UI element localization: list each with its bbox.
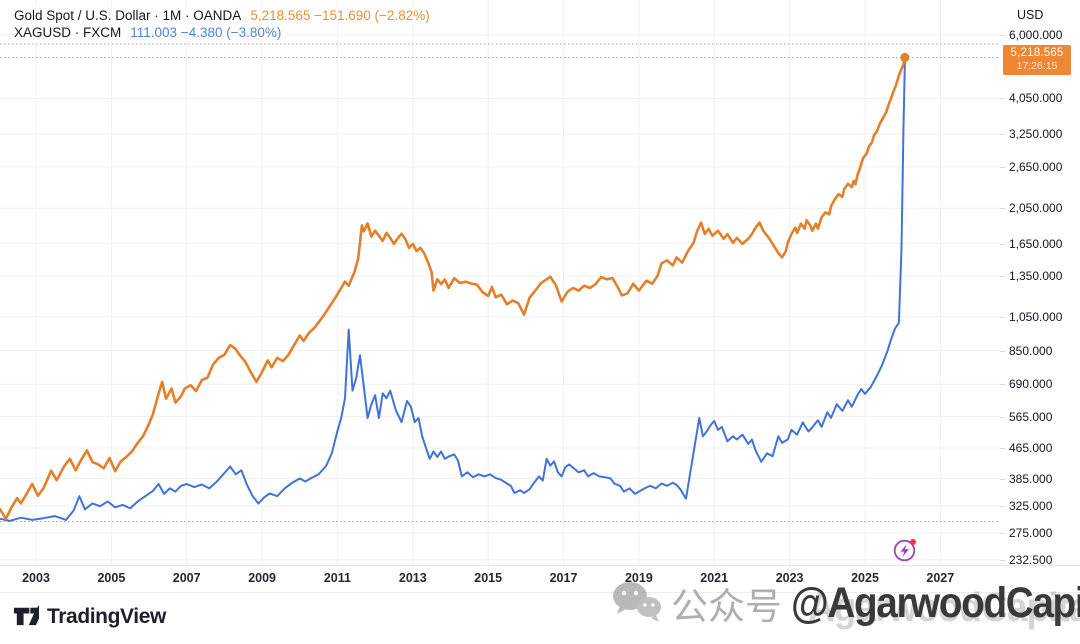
series-line-gold-spot-u-s-dollar[interactable] (0, 56, 907, 521)
chart-pane[interactable] (0, 0, 1000, 565)
time-axis-label: 2007 (172, 571, 201, 585)
price-axis-label: 6,000.000 (999, 28, 1063, 42)
silver-values: 111.003 −4.380 (−3.80%) (130, 25, 282, 40)
gold-symbol-title: Gold Spot / U.S. Dollar · 1M · OANDA (14, 8, 242, 23)
price-axis-label: 385.000 (999, 471, 1053, 486)
chart-bottom-border (0, 565, 1080, 566)
price-axis-label: 1,650.000 (999, 236, 1063, 251)
tradingview-logo-icon (12, 601, 44, 633)
time-axis-label: 2017 (549, 571, 578, 585)
price-axis-label: 3,250.000 (999, 127, 1063, 141)
price-axis-label: 4,050.000 (999, 91, 1063, 106)
price-axis-label: 690.000 (999, 377, 1053, 392)
currency-label: USD (1017, 8, 1044, 22)
time-axis-bottom-border (0, 592, 1080, 593)
price-axis-label: 275.000 (999, 525, 1053, 540)
time-axis-label: 2015 (474, 571, 503, 585)
legend-row-gold[interactable]: Gold Spot / U.S. Dollar · 1M · OANDA 5,2… (14, 7, 436, 24)
tradingview-logo-text: TradingView (47, 605, 166, 628)
economic-events-lightning-icon[interactable] (892, 537, 918, 563)
time-axis-label: 2003 (22, 571, 50, 585)
last-price-tag: 5,218.565 17:26:15 (1003, 44, 1071, 75)
time-axis-label: 2009 (248, 571, 276, 585)
price-axis[interactable]: USD 6,000.000 4,050.000 3,250.000 2,650.000… (999, 0, 1080, 567)
last-price-marker-dot (900, 52, 910, 63)
time-axis-label: 2011 (323, 571, 351, 585)
time-axis-label: 2025 (851, 571, 879, 585)
price-axis-label: 1,050.000 (999, 309, 1063, 324)
price-axis-label: 2,650.000 (999, 159, 1063, 174)
series-line-xagusd[interactable] (0, 59, 906, 522)
last-price-time: 17:26:15 (1016, 59, 1058, 72)
time-axis-label: 2013 (398, 571, 427, 585)
time-axis-label: 2005 (97, 571, 126, 585)
time-axis[interactable]: 2003 2005 2007 2009 2011 2013 2015 2017 2019 2021… (0, 565, 1000, 592)
time-axis-label: 2019 (624, 571, 653, 585)
price-axis-label: 232.500 (999, 552, 1053, 567)
time-axis-label: 2021 (700, 571, 729, 585)
legend: Gold Spot / U.S. Dollar · 1M · OANDA 5,2… (14, 7, 436, 41)
price-axis-label: 850.000 (999, 343, 1053, 358)
price-axis-label: 2,050.000 (999, 201, 1063, 216)
silver-symbol-title: XAGUSD · FXCM (14, 25, 122, 40)
price-axis-label: 325.000 (999, 498, 1053, 513)
price-axis-label: 465.000 (999, 441, 1053, 455)
last-price: 5,218.565 (1010, 46, 1064, 59)
price-axis-label: 1,350.000 (999, 268, 1063, 283)
gold-values: 5,218.565 −151.690 (−2.82%) (250, 8, 430, 23)
tradingview-branding[interactable]: TradingView (12, 601, 166, 633)
time-axis-label: 2027 (926, 571, 955, 585)
legend-row-silver[interactable]: XAGUSD · FXCM 111.003 −4.380 (−3.80%) (14, 24, 288, 41)
time-axis-label: 2023 (775, 571, 804, 585)
price-axis-label: 565.000 (999, 409, 1053, 424)
